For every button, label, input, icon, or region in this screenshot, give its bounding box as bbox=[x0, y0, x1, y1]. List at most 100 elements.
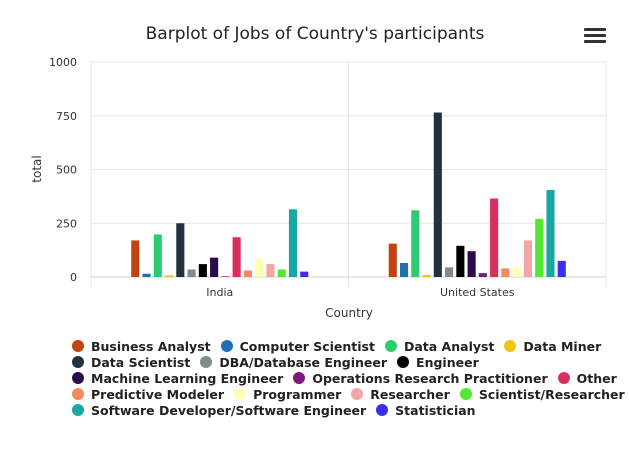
legend-row: Business Analyst Computer Scientist Data A… bbox=[72, 338, 617, 354]
legend-swatch bbox=[376, 404, 389, 416]
bar-machine-learning-engineer-united-states[interactable] bbox=[467, 251, 476, 277]
hamburger-menu-icon bbox=[584, 28, 606, 31]
legend-item[interactable]: Statistician bbox=[376, 402, 476, 418]
legend-item[interactable]: Predictive Modeler bbox=[72, 387, 224, 402]
y-tick-label: 500 bbox=[56, 164, 77, 177]
legend-label: Statistician bbox=[395, 402, 476, 418]
legend-item[interactable]: Other bbox=[557, 370, 617, 386]
bar-statistician-india[interactable] bbox=[300, 271, 309, 277]
legend-item[interactable]: Data Miner bbox=[504, 339, 601, 354]
legend-swatch bbox=[200, 356, 213, 368]
bar-data-analyst-united-states[interactable] bbox=[411, 210, 420, 277]
legend-label: Other bbox=[576, 370, 617, 386]
legend-row: Predictive Modeler Programmer Researcher Sc… bbox=[72, 386, 625, 402]
legend-label: Business Analyst bbox=[91, 338, 211, 354]
hamburger-line bbox=[584, 34, 606, 37]
x-tick-label: India bbox=[206, 286, 233, 299]
legend-label: Scientist/Researcher bbox=[478, 386, 625, 402]
legend-item[interactable]: DBA/Database Engineer bbox=[200, 355, 387, 370]
bar-data-scientist-india[interactable] bbox=[176, 223, 185, 277]
legend-item[interactable]: Engineer bbox=[397, 355, 479, 370]
legend-swatch bbox=[293, 372, 306, 384]
bar-software-developer-software-engineer-united-states[interactable] bbox=[546, 189, 555, 277]
legend-label: Software Developer/Software Engineer bbox=[91, 402, 367, 418]
legend-label: Computer Scientist bbox=[239, 338, 375, 354]
chart-menu-button[interactable] bbox=[584, 28, 606, 46]
legend-swatch bbox=[72, 340, 84, 352]
legend-item[interactable]: Researcher bbox=[351, 387, 450, 402]
x-axis-label: Country bbox=[325, 306, 373, 320]
bar-scientist-researcher-united-states[interactable] bbox=[535, 218, 544, 277]
bar-programmer-india[interactable] bbox=[255, 258, 264, 277]
bar-researcher-united-states[interactable] bbox=[523, 240, 533, 277]
legend-label: DBA/Database Engineer bbox=[219, 354, 388, 370]
bar-dba-database-engineer-india[interactable] bbox=[187, 269, 196, 277]
legend-label: Engineer bbox=[416, 354, 479, 370]
legend-label: Operations Research Practitioner bbox=[312, 370, 548, 386]
y-axis-label: total bbox=[30, 155, 44, 182]
legend-item[interactable]: Programmer bbox=[234, 387, 341, 402]
legend-swatch bbox=[459, 388, 472, 400]
y-tick-label: 1000 bbox=[49, 56, 77, 69]
y-tick-label: 250 bbox=[56, 217, 77, 230]
bar-computer-scientist-united-states[interactable] bbox=[399, 263, 409, 277]
legend-item[interactable]: Data Scientist bbox=[72, 355, 190, 370]
legend-item[interactable]: Operations Research Practitioner bbox=[293, 370, 548, 386]
legend-swatch bbox=[72, 404, 84, 416]
bar-business-analyst-united-states[interactable] bbox=[388, 243, 397, 277]
bar-data-miner-united-states[interactable] bbox=[422, 274, 431, 277]
bar-predictive-modeler-united-states[interactable] bbox=[501, 268, 510, 277]
bar-machine-learning-engineer-india[interactable] bbox=[210, 257, 219, 277]
bars bbox=[131, 112, 566, 278]
legend-row: Data Scientist DBA/Database Engineer Engin… bbox=[72, 354, 617, 370]
bar-computer-scientist-india[interactable] bbox=[142, 273, 151, 277]
chart-title: Barplot of Jobs of Country's participant… bbox=[146, 24, 485, 44]
legend-swatch bbox=[397, 356, 410, 368]
bar-data-analyst-india[interactable] bbox=[153, 234, 162, 277]
legend-row: Software Developer/Software Engineer Stat… bbox=[72, 402, 617, 418]
y-tick-label: 750 bbox=[56, 110, 77, 123]
legend-item[interactable]: Computer Scientist bbox=[220, 338, 375, 354]
bar-scientist-researcher-india[interactable] bbox=[277, 269, 286, 277]
legend-item[interactable]: Business Analyst bbox=[72, 339, 211, 354]
legend-swatch bbox=[234, 388, 247, 400]
legend-label: Researcher bbox=[370, 386, 450, 402]
legend-swatch bbox=[220, 340, 233, 352]
legend-row: Machine Learning Engineer Operations Rese… bbox=[72, 370, 617, 386]
legend-item[interactable]: Scientist/Researcher bbox=[459, 386, 625, 402]
bar-programmer-united-states[interactable] bbox=[512, 267, 521, 277]
bar-statistician-united-states[interactable] bbox=[557, 260, 566, 277]
bar-dba-database-engineer-united-states[interactable] bbox=[445, 267, 454, 277]
bar-data-miner-india[interactable] bbox=[164, 275, 174, 277]
legend-swatch bbox=[72, 388, 84, 400]
legend-label: Data Analyst bbox=[403, 338, 495, 354]
legend-swatch bbox=[72, 372, 84, 384]
legend-item[interactable]: Machine Learning Engineer bbox=[72, 371, 283, 386]
y-tick-label: 0 bbox=[70, 271, 77, 284]
legend-item[interactable]: Software Developer/Software Engineer bbox=[72, 403, 366, 418]
bar-other-india[interactable] bbox=[232, 237, 241, 277]
bar-business-analyst-india[interactable] bbox=[131, 240, 140, 277]
bar-other-united-states[interactable] bbox=[490, 198, 499, 277]
legend-item[interactable]: Data Analyst bbox=[384, 338, 495, 354]
legend-label: Machine Learning Engineer bbox=[91, 370, 284, 386]
bar-engineer-united-states[interactable] bbox=[456, 245, 465, 277]
legend-swatch bbox=[384, 340, 397, 352]
bar-operations-research-practitioner-india[interactable] bbox=[221, 276, 230, 277]
legend-label: Data Miner bbox=[523, 338, 602, 354]
legend-swatch bbox=[504, 340, 517, 352]
hamburger-line bbox=[584, 40, 606, 43]
legend-label: Predictive Modeler bbox=[91, 386, 225, 402]
bar-operations-research-practitioner-united-states[interactable] bbox=[478, 273, 487, 277]
bar-engineer-india[interactable] bbox=[198, 264, 207, 277]
bar-software-developer-software-engineer-india[interactable] bbox=[288, 209, 298, 277]
legend-label: Programmer bbox=[253, 386, 342, 402]
bar-predictive-modeler-india[interactable] bbox=[243, 270, 252, 277]
bar-researcher-india[interactable] bbox=[266, 264, 275, 277]
bar-data-scientist-united-states[interactable] bbox=[433, 112, 442, 278]
legend-swatch bbox=[351, 388, 364, 400]
legend-swatch bbox=[557, 372, 570, 384]
legend-swatch bbox=[72, 356, 84, 368]
